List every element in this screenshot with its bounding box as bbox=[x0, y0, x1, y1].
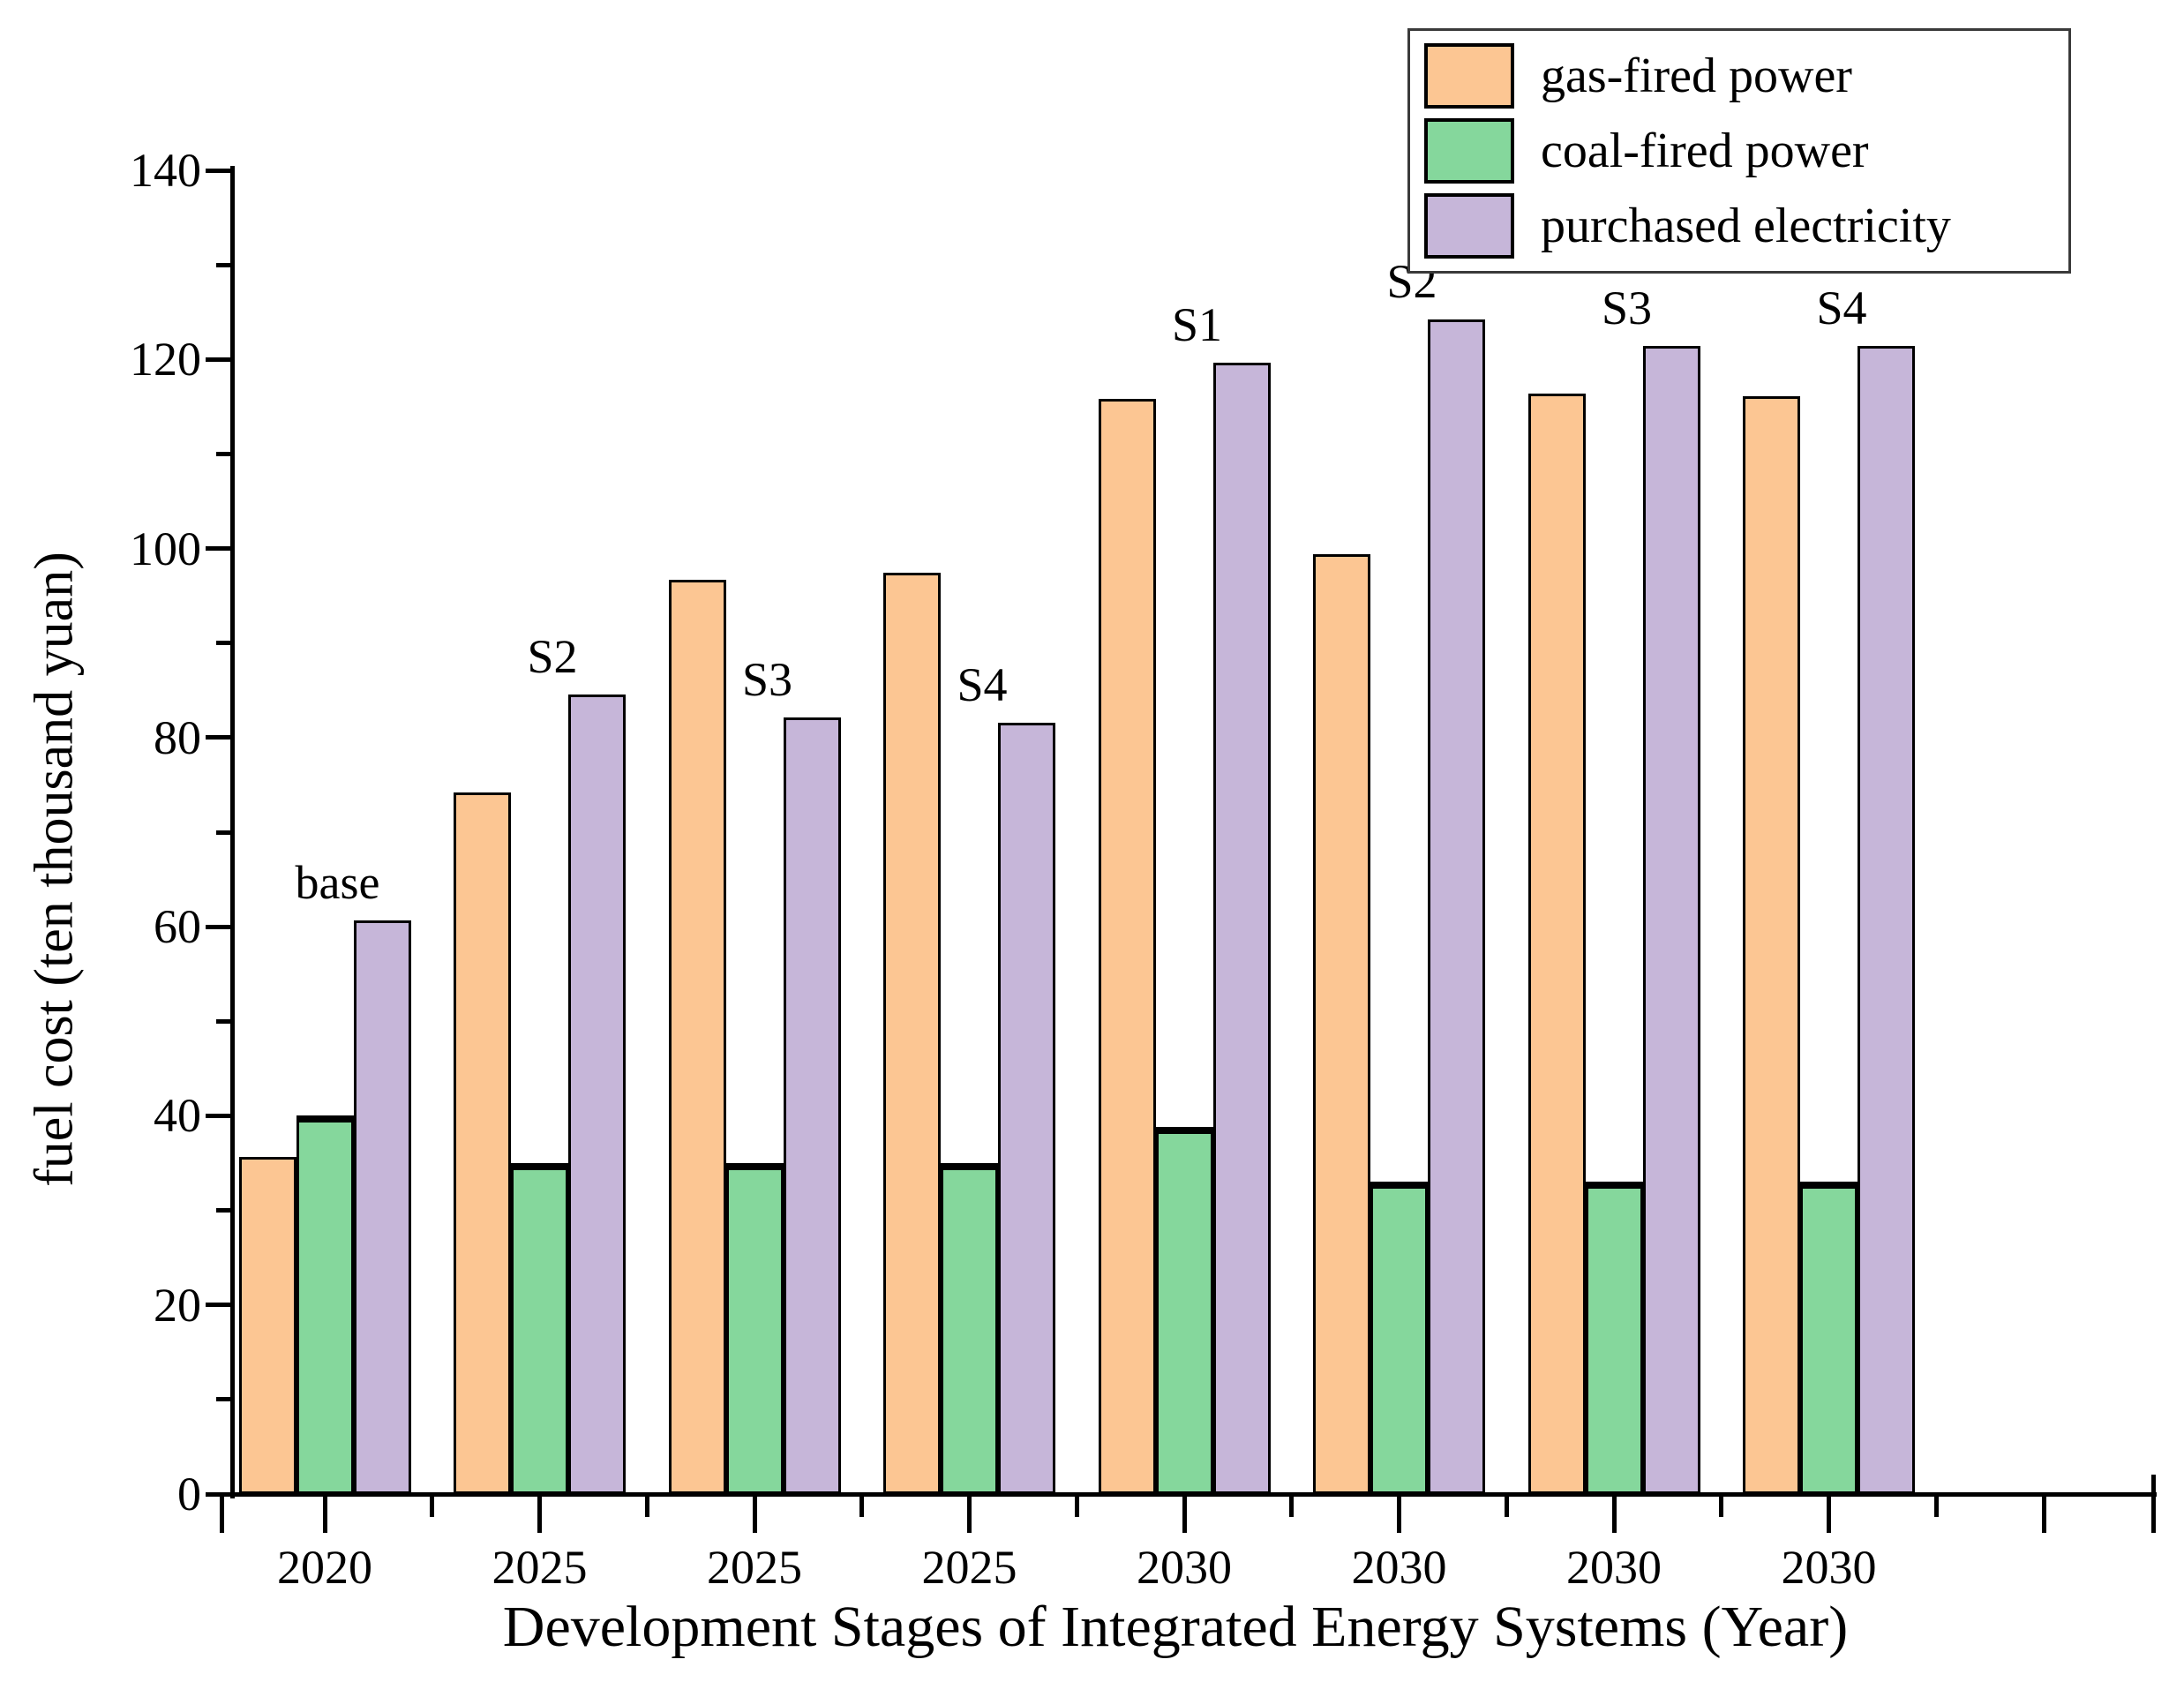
bar-gas-fired-power-2025-2 bbox=[668, 579, 726, 1494]
x-minor-tick-4 bbox=[1289, 1496, 1295, 1517]
plot-area: base S2 S3 S4 S1 S2 S3 S4 bbox=[232, 170, 2153, 1494]
bar-coal-fired-power-2025-2 bbox=[725, 1163, 784, 1494]
x-minor-tick-0 bbox=[430, 1496, 435, 1517]
bar-purchased-electricity-2030-6 bbox=[1642, 346, 1700, 1494]
y-axis-title: fuel cost (ten thousand yuan) bbox=[24, 552, 85, 1187]
bar-coal-fired-power-2030-4 bbox=[1155, 1127, 1213, 1494]
annotation-s4-7: S4 bbox=[1816, 282, 1867, 335]
x-major-tick-7 bbox=[1827, 1496, 1831, 1533]
y-tick-label-0: 0 bbox=[177, 1468, 201, 1521]
bar-purchased-electricity-2030-4 bbox=[1212, 362, 1271, 1494]
x-tick-label-0: 2020 bbox=[277, 1541, 372, 1594]
annotation-s1-4: S1 bbox=[1171, 297, 1223, 351]
bar-gas-fired-power-2030-4 bbox=[1098, 399, 1156, 1494]
y-minor-tick-130 bbox=[216, 262, 232, 267]
y-tick-label-20: 20 bbox=[154, 1278, 201, 1332]
coal-swatch-icon bbox=[1424, 117, 1514, 184]
bar-purchased-electricity-2025-1 bbox=[568, 694, 626, 1494]
x-major-tick-2 bbox=[752, 1496, 757, 1533]
bar-coal-fired-power-2030-6 bbox=[1585, 1182, 1643, 1494]
x-major-tick-4 bbox=[1182, 1496, 1187, 1533]
bar-purchased-electricity-2020-0 bbox=[353, 920, 411, 1494]
bar-purchased-electricity-2030-5 bbox=[1428, 319, 1485, 1494]
annotation-s4-3: S4 bbox=[957, 657, 1008, 711]
legend-label-gas: gas-fired power bbox=[1541, 48, 1852, 103]
annotation-base-0: base bbox=[295, 855, 380, 909]
legend-item-gas: gas-fired power bbox=[1424, 41, 2054, 111]
x-major-tick-3 bbox=[967, 1496, 972, 1533]
y-minor-tick-110 bbox=[216, 451, 232, 456]
y-major-tick-20 bbox=[206, 1303, 232, 1308]
x-minor-tick-6 bbox=[1719, 1496, 1724, 1517]
x-minor-tick-2 bbox=[859, 1496, 865, 1517]
x-tick-label-6: 2030 bbox=[1566, 1541, 1662, 1594]
y-major-tick-100 bbox=[206, 546, 232, 552]
x-major-tick-0 bbox=[322, 1496, 327, 1533]
bar-gas-fired-power-2030-5 bbox=[1313, 554, 1370, 1494]
y-major-tick-0 bbox=[206, 1491, 232, 1497]
x-axis-start-tick bbox=[219, 1496, 224, 1533]
bar-coal-fired-power-2025-1 bbox=[511, 1163, 568, 1494]
x-tick-label-1: 2025 bbox=[492, 1541, 588, 1594]
bar-coal-fired-power-2020-0 bbox=[296, 1115, 354, 1494]
y-minor-tick-50 bbox=[216, 1018, 232, 1024]
y-minor-tick-30 bbox=[216, 1208, 232, 1213]
annotation-s2-1: S2 bbox=[527, 629, 578, 683]
bar-gas-fired-power-2020-0 bbox=[238, 1156, 296, 1494]
y-minor-tick-70 bbox=[216, 830, 232, 835]
y-minor-tick-90 bbox=[216, 641, 232, 646]
y-major-tick-140 bbox=[206, 168, 232, 173]
bar-purchased-electricity-2025-2 bbox=[783, 717, 841, 1494]
y-major-tick-40 bbox=[206, 1113, 232, 1118]
y-tick-label-80: 80 bbox=[154, 710, 201, 764]
x-minor-tick-1 bbox=[644, 1496, 649, 1517]
x-major-tick-5 bbox=[1397, 1496, 1401, 1533]
y-tick-label-100: 100 bbox=[130, 522, 201, 575]
x-axis-title: Development Stages of Integrated Energy … bbox=[502, 1595, 1849, 1659]
bar-gas-fired-power-2025-1 bbox=[454, 792, 511, 1494]
bar-coal-fired-power-2030-7 bbox=[1800, 1182, 1858, 1494]
y-tick-label-40: 40 bbox=[154, 1089, 201, 1143]
x-major-tick-6 bbox=[1611, 1496, 1617, 1533]
x-axis-line bbox=[230, 1492, 2157, 1497]
y-tick-label-60: 60 bbox=[154, 900, 201, 954]
x-tick-label-2: 2025 bbox=[707, 1541, 802, 1594]
bar-purchased-electricity-2025-3 bbox=[998, 722, 1055, 1494]
x-minor-tick-5 bbox=[1504, 1496, 1509, 1517]
y-major-tick-80 bbox=[206, 735, 232, 740]
gas-swatch-icon bbox=[1424, 42, 1514, 109]
bar-coal-fired-power-2025-3 bbox=[941, 1163, 998, 1494]
legend-item-coal: coal-fired power bbox=[1424, 116, 2054, 186]
purchased-swatch-icon bbox=[1424, 193, 1514, 259]
x-tick-label-5: 2030 bbox=[1351, 1541, 1447, 1594]
bar-gas-fired-power-2030-7 bbox=[1743, 396, 1800, 1494]
x-tick-label-4: 2030 bbox=[1137, 1541, 1232, 1594]
x-major-tick-1 bbox=[537, 1496, 542, 1533]
bar-gas-fired-power-2025-3 bbox=[883, 573, 941, 1494]
y-tick-label-120: 120 bbox=[130, 333, 201, 387]
annotation-s3-2: S3 bbox=[741, 653, 793, 707]
x-minor-tick-3 bbox=[1074, 1496, 1079, 1517]
annotation-s3-6: S3 bbox=[1601, 282, 1653, 335]
y-tick-label-140: 140 bbox=[130, 144, 201, 197]
y-major-tick-120 bbox=[206, 357, 232, 362]
x-axis-end-tick bbox=[2151, 1475, 2156, 1533]
x-major-tick-8 bbox=[2041, 1496, 2046, 1533]
bar-coal-fired-power-2030-5 bbox=[1370, 1182, 1428, 1494]
legend-label-purchased: purchased electricity bbox=[1541, 199, 1951, 254]
bar-gas-fired-power-2030-6 bbox=[1527, 393, 1586, 1494]
y-minor-tick-10 bbox=[216, 1397, 232, 1402]
y-axis-line bbox=[230, 166, 235, 1498]
x-minor-tick-7 bbox=[1933, 1496, 1939, 1517]
y-major-tick-60 bbox=[206, 924, 232, 929]
bar-purchased-electricity-2030-7 bbox=[1858, 346, 1915, 1494]
legend-item-purchased: purchased electricity bbox=[1424, 191, 2054, 261]
x-tick-label-3: 2025 bbox=[921, 1541, 1017, 1594]
legend: gas-fired power coal-fired power purchas… bbox=[1407, 28, 2071, 274]
legend-label-coal: coal-fired power bbox=[1541, 123, 1869, 178]
x-tick-label-7: 2030 bbox=[1781, 1541, 1877, 1594]
